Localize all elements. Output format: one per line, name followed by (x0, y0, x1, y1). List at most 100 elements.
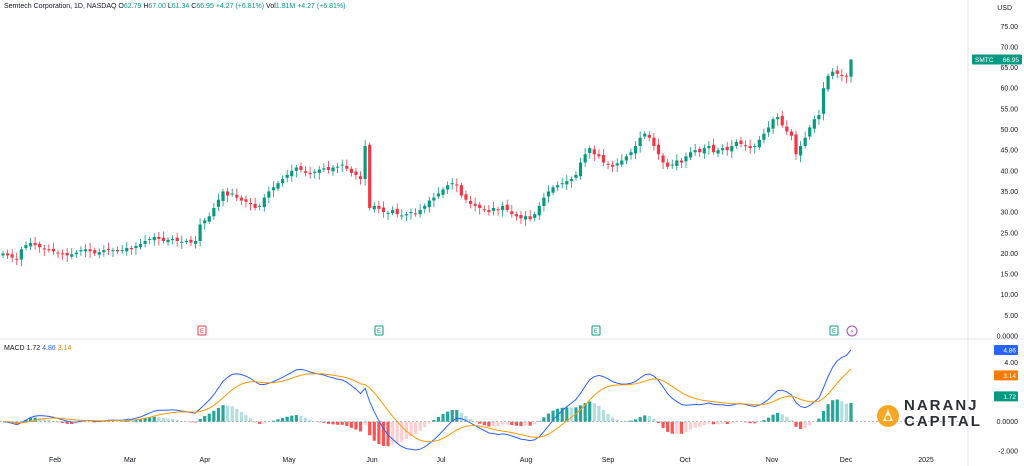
volume-value: 1.81M (275, 3, 296, 10)
open-value: 62.79 (123, 3, 142, 10)
candle-body (285, 174, 289, 178)
candle-body (161, 237, 166, 242)
candle-body (679, 160, 683, 163)
macd-histogram-bar (189, 421, 193, 423)
price-tick-label: 15.00 (1000, 272, 1018, 279)
macd-histogram-bar (317, 421, 321, 423)
candle-body (446, 185, 450, 190)
candle-body (542, 197, 546, 206)
candle-body (363, 146, 367, 180)
macd-line (2, 349, 852, 451)
macd-histogram-bar (464, 415, 468, 422)
macd-histogram-bar (835, 399, 839, 422)
macd-histogram-bar (418, 421, 422, 431)
macd-histogram-bar (143, 418, 147, 422)
macd-histogram-bar (624, 421, 628, 422)
candle-body (189, 239, 193, 243)
candle-body (372, 205, 376, 210)
macd-histogram-bar (354, 421, 358, 430)
candle-body (523, 216, 528, 220)
low-value: 61.34 (171, 3, 190, 10)
candle-body (844, 75, 849, 77)
macd-histogram-bar (171, 419, 175, 422)
candle-body (276, 183, 280, 189)
time-tick-label: Jun (366, 457, 377, 464)
macd-header: MACD 1.72 4.86 3.14 (4, 345, 71, 352)
macd-histogram-bar (203, 416, 207, 422)
macd-histogram-bar (340, 421, 344, 425)
macd-histogram-bar (776, 412, 780, 422)
price-tick-label: 45.00 (1000, 148, 1018, 155)
change-value: +4.27 (+6.81%) (215, 3, 265, 10)
candle-body (198, 224, 202, 242)
macd-histogram-bar (56, 421, 60, 423)
candle-body (528, 216, 532, 220)
candle-body (340, 164, 344, 166)
macd-histogram-bar (533, 421, 537, 425)
candle-body (565, 181, 569, 185)
price-tick-label: 75.00 (1000, 24, 1018, 31)
macd-histogram-bar (363, 421, 367, 426)
macd-histogram-bar (207, 413, 211, 422)
macd-histogram-bar (60, 421, 65, 424)
candle-body (730, 146, 734, 152)
macd-histogram-bar (638, 417, 642, 422)
candle-body (473, 203, 477, 206)
candle-body (134, 245, 138, 249)
time-tick-label: Nov (766, 457, 779, 464)
candle-body (491, 207, 496, 211)
candle-body (776, 117, 780, 120)
candle-body (798, 146, 803, 156)
price-tag-symbol: SMTC (975, 57, 994, 64)
event-markers: E E E E ⚡ (197, 325, 858, 337)
candle-body (785, 126, 789, 132)
price-tick-label: 25.00 (1000, 230, 1018, 237)
candle-body (533, 214, 537, 218)
macd-histogram-bar (523, 421, 528, 426)
price-tick-label: 50.00 (1000, 127, 1018, 134)
macd-histogram-bar (331, 421, 335, 425)
macd-histogram-bar (459, 412, 463, 422)
macd-histogram-bar (221, 405, 225, 422)
macd-histogram-bar (615, 419, 619, 422)
logo-icon (877, 405, 899, 427)
candle-body (789, 131, 794, 136)
macd-line-value: 4.86 (42, 345, 56, 352)
macd-histogram-bar (771, 414, 775, 422)
macd-tick-label: 0.0000 (997, 419, 1019, 426)
macd-line-tag (994, 345, 1018, 356)
macd-histogram-bar (395, 421, 399, 444)
macd-histogram-bar (413, 421, 418, 434)
macd-histogram-bar (368, 421, 372, 436)
candle-body (748, 146, 752, 149)
candle-body (391, 210, 395, 213)
logo-text: NARANJ CAPITAL (904, 398, 982, 430)
macd-histogram-bar (661, 421, 665, 428)
macd-histogram-bar (725, 421, 729, 424)
macd-histogram (5, 399, 853, 447)
macd-histogram-bar (716, 421, 720, 425)
candle-body (464, 194, 468, 200)
price-tag-value: 66.95 (1003, 57, 1020, 64)
macd-histogram-bar (528, 421, 532, 426)
high-value: 67.00 (148, 3, 166, 10)
candle-body (93, 250, 97, 254)
candle-body (418, 210, 422, 215)
macd-histogram-bar (542, 417, 546, 422)
candle-body (739, 140, 743, 144)
candle-body (510, 211, 514, 215)
signal-line (2, 368, 852, 443)
macd-histogram-bar (79, 421, 83, 423)
time-tick-label: May (282, 457, 296, 464)
candle-body (258, 205, 262, 207)
macd-histogram-bar (812, 421, 816, 423)
macd-histogram-bar (271, 420, 276, 422)
candle-body (620, 160, 624, 165)
macd-histogram-bar (514, 421, 518, 426)
brand-logo: NARANJ CAPITAL (876, 398, 986, 434)
candle-body (840, 74, 844, 76)
candle-body (643, 133, 647, 137)
candle-body (427, 200, 431, 208)
